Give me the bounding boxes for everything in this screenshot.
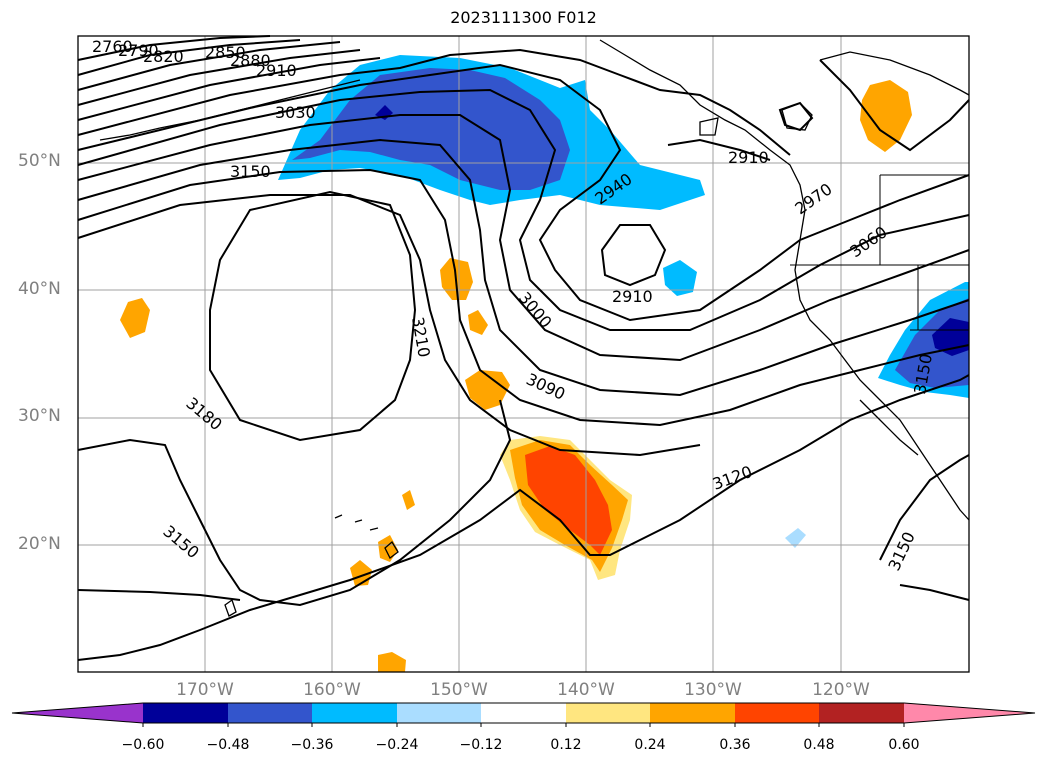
contour-label: 2790 [118, 41, 159, 60]
lon-label: 150°W [430, 680, 488, 700]
colorbar-tick-label: −0.12 [459, 737, 503, 753]
lon-label: 130°W [684, 680, 742, 700]
colorbar-segment [312, 703, 397, 723]
lat-label: 30°N [18, 406, 61, 426]
positive-anomaly-region [465, 370, 510, 410]
contour-label: 2910 [256, 61, 297, 80]
colorbar-segment [566, 703, 650, 723]
colorbar-tick-label: −0.24 [375, 737, 419, 753]
negative-anomaly-region [663, 260, 697, 296]
lon-label: 160°W [303, 680, 361, 700]
colorbar-extend-low [12, 703, 143, 723]
map-border [77, 35, 970, 673]
colorbar-tick-label: 0.36 [719, 737, 751, 753]
contour-label: 2880 [230, 51, 271, 70]
positive-anomaly-region [120, 298, 150, 338]
height-contours [77, 35, 970, 661]
colorbar-extend-high [904, 703, 1035, 723]
colorbar [11, 702, 1036, 727]
colorbar-segment [143, 703, 228, 723]
positive-anomaly-region [402, 490, 415, 510]
positive-anomaly-region [378, 652, 406, 672]
map-title: 2023111300 F012 [450, 8, 597, 27]
colorbar-tick-label: 0.48 [803, 737, 835, 753]
lat-label: 40°N [18, 279, 61, 299]
contour-label: 3150 [230, 162, 271, 181]
negative-anomaly-region [785, 528, 806, 548]
positive-anomaly-region [860, 80, 912, 152]
colorbar-segment [228, 703, 312, 723]
lon-label: 120°W [812, 680, 870, 700]
lat-label: 20°N [18, 534, 61, 554]
lon-label: 170°W [176, 680, 234, 700]
map-panel: 2760 2790 2820 2850 2880 2910 3030 3150 … [77, 35, 970, 673]
contour-label: 3030 [275, 103, 316, 122]
lat-label: 50°N [18, 151, 61, 171]
colorbar-tick-label: 0.24 [634, 737, 666, 753]
colorbar-segment [650, 703, 735, 723]
colorbar-tick-label: 0.12 [550, 737, 582, 753]
colorbar-segment [397, 703, 481, 723]
colorbar-tick-label: −0.36 [290, 737, 334, 753]
lon-label: 140°W [557, 680, 615, 700]
colorbar-tick-label: 0.60 [888, 737, 920, 753]
shading-layer [120, 55, 969, 672]
contour-label: 2910 [728, 148, 769, 167]
colorbar-tick-label: −0.60 [121, 737, 165, 753]
colorbar-tick-label: −0.48 [206, 737, 250, 753]
positive-anomaly-region [525, 446, 612, 555]
colorbar-segment [735, 703, 819, 723]
positive-anomaly-region [468, 310, 488, 335]
contour-label: 2820 [143, 47, 184, 66]
graticule [78, 36, 969, 672]
contour-label: 2850 [205, 43, 246, 62]
colorbar-segment [819, 703, 904, 723]
contour-label: 2760 [92, 37, 133, 56]
colorbar-segment [481, 703, 566, 723]
contour-label: 2910 [612, 287, 653, 306]
